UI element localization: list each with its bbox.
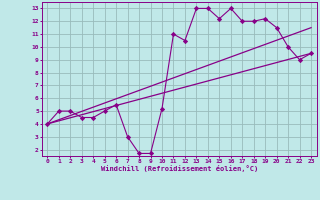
X-axis label: Windchill (Refroidissement éolien,°C): Windchill (Refroidissement éolien,°C) (100, 165, 258, 172)
